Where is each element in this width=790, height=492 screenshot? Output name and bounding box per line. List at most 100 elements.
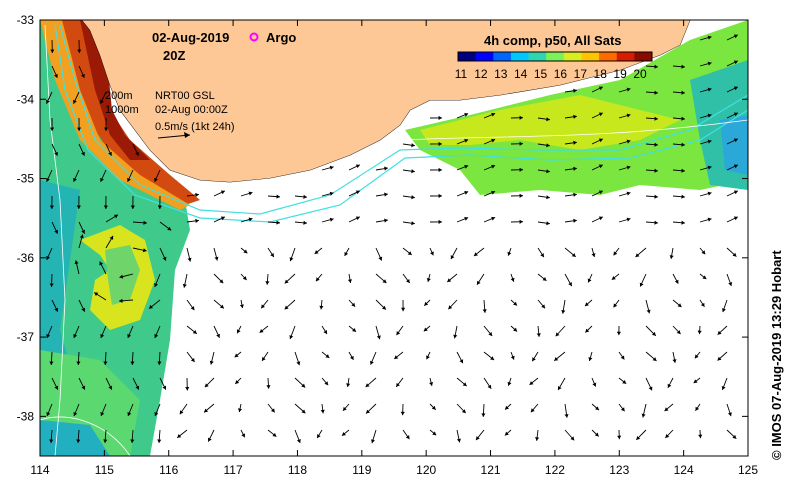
current-vector-head xyxy=(513,327,518,332)
current-vector-head xyxy=(651,331,656,336)
current-vector-head xyxy=(554,357,559,361)
current-vector-head xyxy=(270,253,274,258)
current-vector-head xyxy=(641,413,646,418)
current-vector-head xyxy=(681,168,685,173)
current-vector-head xyxy=(323,330,327,335)
current-vector-head xyxy=(613,303,618,308)
current-vector-head xyxy=(243,249,248,254)
current-vector-head xyxy=(701,250,706,255)
current-vector-head xyxy=(50,49,55,53)
colorbar-segment xyxy=(616,52,635,61)
current-vector-head xyxy=(100,99,104,104)
current-vector-head xyxy=(681,194,685,199)
current-vector-head xyxy=(182,283,187,288)
current-vector-head xyxy=(401,307,406,312)
current-vector-head xyxy=(296,438,301,443)
current-vector-head xyxy=(438,167,442,172)
current-vector-head xyxy=(370,360,374,365)
current-vector-head xyxy=(700,302,705,307)
current-vector-head xyxy=(79,234,84,239)
current-vector-head xyxy=(204,383,209,388)
current-vector-head xyxy=(54,307,59,312)
current-vector-head xyxy=(462,382,467,387)
current-vector-head xyxy=(505,405,509,410)
current-vector-head xyxy=(573,192,577,197)
sst-eddy-inner xyxy=(105,245,140,305)
current-vector-head xyxy=(464,164,469,169)
current-vector-head xyxy=(154,283,158,287)
x-tick-label: 114 xyxy=(30,463,49,477)
current-vector-head xyxy=(626,165,631,170)
current-vector-head xyxy=(592,382,597,387)
current-vector-head xyxy=(693,379,698,384)
current-vector-head xyxy=(669,255,674,259)
current-vector-head xyxy=(108,151,112,156)
current-vector-head xyxy=(636,435,641,440)
current-vector-head xyxy=(209,360,214,365)
current-vector-head xyxy=(119,298,123,303)
colorbar-segment xyxy=(546,52,565,61)
current-vector-head xyxy=(721,385,726,390)
current-vector-head xyxy=(546,195,550,200)
current-vector-head xyxy=(573,218,577,223)
current-vector-head xyxy=(438,141,442,146)
current-vector-head xyxy=(365,383,370,388)
current-vector-head xyxy=(429,382,434,386)
current-vector-head xyxy=(319,305,324,310)
x-tick-label: 115 xyxy=(95,463,114,477)
current-vector-head xyxy=(456,438,461,443)
current-vector-head xyxy=(654,168,658,173)
current-vector-head xyxy=(119,274,124,279)
current-vector-head xyxy=(536,333,541,337)
y-tick-label: -34 xyxy=(17,92,35,106)
current-vector-head xyxy=(519,167,523,172)
current-vector-head xyxy=(555,332,560,337)
current-vector-head xyxy=(707,87,712,92)
colorbar-frame xyxy=(457,51,653,62)
current-vector-head xyxy=(573,88,577,93)
current-vector-head xyxy=(378,256,383,261)
current-vector-head xyxy=(617,435,622,440)
current-vector-head xyxy=(654,64,658,69)
map-frame xyxy=(39,19,749,457)
current-vector-head xyxy=(73,333,78,338)
current-vector-head xyxy=(54,385,59,390)
current-vector-head xyxy=(598,138,603,143)
current-vector-head xyxy=(639,282,644,287)
colorbar-tick-label: 16 xyxy=(554,67,568,81)
current-vector-head xyxy=(103,205,108,209)
current-vector-head xyxy=(46,177,50,182)
x-tick-label: 119 xyxy=(352,463,371,477)
current-vector-head xyxy=(355,164,360,169)
current-vector-head xyxy=(143,220,147,225)
current-vector-head xyxy=(564,414,569,418)
current-vector-head xyxy=(407,251,412,255)
current-vector-head xyxy=(405,435,410,440)
current-vector-head xyxy=(448,305,453,310)
current-vector-head xyxy=(626,191,631,196)
current-vector-head xyxy=(266,385,271,389)
map-date: 02-Aug-2019 xyxy=(152,30,229,45)
current-vector-head xyxy=(114,214,119,219)
current-vector-head xyxy=(546,143,550,148)
current-vector-head xyxy=(325,354,330,358)
current-vector-head xyxy=(695,406,700,411)
current-vector-head xyxy=(49,361,54,365)
sst-south-yellow xyxy=(420,95,680,150)
current-vector-head xyxy=(314,250,319,254)
current-vector-head xyxy=(54,151,58,156)
current-vector-head xyxy=(100,333,105,338)
current-vector-head xyxy=(622,379,627,384)
current-vector-head xyxy=(491,216,496,221)
current-vector-head xyxy=(220,190,225,195)
scale-arrow xyxy=(157,132,191,139)
current-vector-head xyxy=(195,218,199,223)
current-vector-head xyxy=(707,35,712,40)
legend-title: 4h comp, p50, All Sats xyxy=(484,33,622,48)
current-vector-head xyxy=(652,357,657,361)
current-vector-head xyxy=(248,191,253,196)
current-vector-head xyxy=(329,191,334,196)
current-vector-head xyxy=(473,252,478,257)
x-tick-label: 125 xyxy=(738,463,758,477)
current-vector-head xyxy=(598,112,603,117)
